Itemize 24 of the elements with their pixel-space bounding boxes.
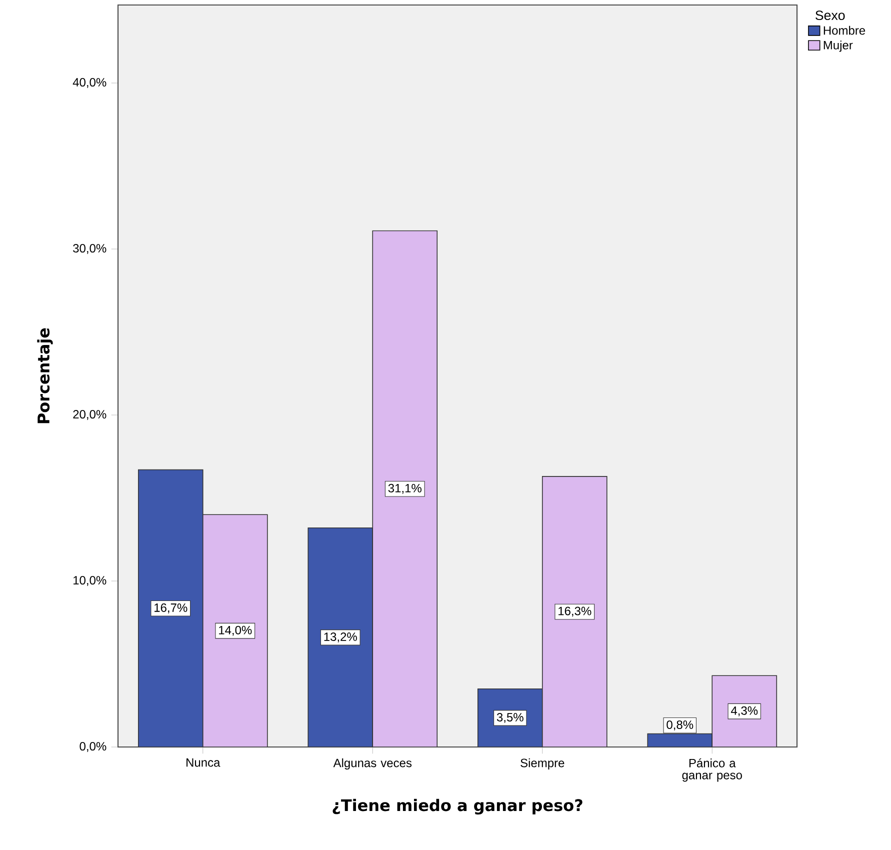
x-tick-label: Pánico a ganar peso xyxy=(682,758,742,782)
y-tick-label: 20,0% xyxy=(73,410,106,420)
data-label: 31,1% xyxy=(388,484,422,494)
y-tick-label: 0,0% xyxy=(80,742,106,752)
legend-label: Mujer xyxy=(824,40,853,52)
x-tick-label: Nunca xyxy=(186,758,220,767)
x-tick-label: Algunas veces xyxy=(333,758,412,770)
data-label: 13,2% xyxy=(324,632,357,642)
data-label: 3,5% xyxy=(496,712,524,723)
x-axis-title: ¿Tiene miedo a ganar peso? xyxy=(332,798,582,814)
data-label: 4,3% xyxy=(730,706,758,716)
data-label: 16,3% xyxy=(558,606,592,617)
bar xyxy=(308,527,374,747)
legend-label: Hombre xyxy=(824,26,866,35)
y-tick-label: 30,0% xyxy=(73,244,106,254)
data-label: 14,0% xyxy=(219,626,252,636)
bar xyxy=(138,469,204,747)
y-tick-label: 10,0% xyxy=(74,576,106,586)
legend-title: Sexo xyxy=(816,10,845,20)
y-axis-title: Porcentaje xyxy=(37,328,53,424)
x-tick-label: Siempre xyxy=(520,758,564,770)
data-label: 0,8% xyxy=(666,720,694,730)
data-label: 16,7% xyxy=(154,603,188,614)
y-tick-label: 40,0% xyxy=(72,78,106,88)
